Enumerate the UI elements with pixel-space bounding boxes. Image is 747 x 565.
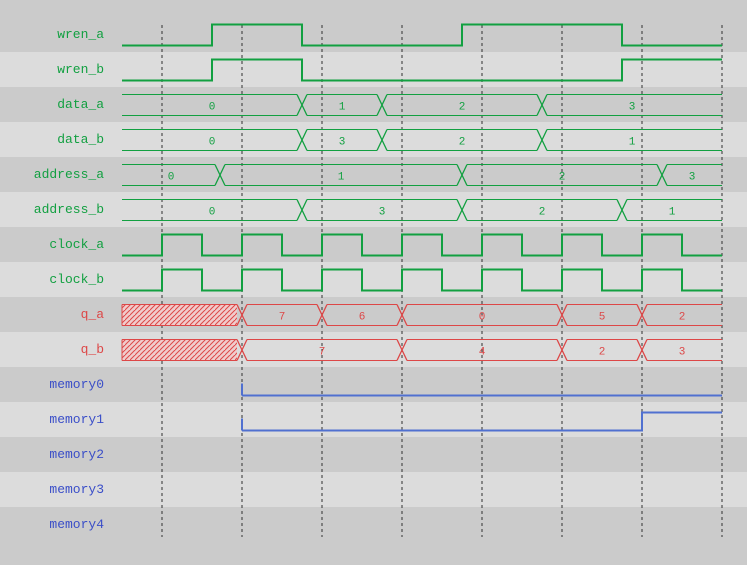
svg-text:1: 1 [339, 102, 346, 114]
svg-text:3: 3 [629, 102, 636, 114]
signal-row-memory4: memory4 [0, 507, 747, 542]
svg-text:0: 0 [209, 207, 216, 219]
wave-wren_a [122, 23, 722, 47]
svg-text:6: 6 [359, 312, 366, 324]
wave-q_a: 7 6 0 5 2 [121, 303, 722, 327]
signal-label-clock-a[interactable]: clock_a [49, 237, 104, 252]
svg-text:2: 2 [559, 172, 566, 184]
svg-text:3: 3 [339, 137, 346, 149]
wave-q_b: 7 4 2 3 [121, 338, 722, 362]
signal-label-wren-a[interactable]: wren_a [57, 27, 104, 42]
wave-memory0 [241, 383, 722, 397]
signal-label-q-b[interactable]: q_b [80, 342, 104, 357]
signal-label-data-a[interactable]: data_a [57, 97, 104, 112]
svg-text:0: 0 [209, 137, 216, 149]
svg-text:1: 1 [338, 172, 345, 184]
svg-text:7: 7 [319, 347, 326, 359]
wave-wren_b [122, 58, 722, 82]
svg-text:2: 2 [679, 312, 686, 324]
signal-label-memory3[interactable]: memory3 [49, 482, 104, 497]
signal-label-memory4[interactable]: memory4 [49, 517, 104, 532]
signal-label-clock-b[interactable]: clock_b [49, 272, 104, 287]
signal-label-address-b[interactable]: address_b [33, 202, 104, 217]
wave-clock_a [122, 233, 722, 257]
svg-text:1: 1 [669, 207, 676, 219]
signal-label-address-a[interactable]: address_a [33, 167, 104, 182]
svg-text:1: 1 [629, 137, 636, 149]
wave-address_a: 0 1 2 3 [122, 163, 722, 187]
signal-label-q-a[interactable]: q_a [80, 307, 104, 322]
svg-text:2: 2 [459, 102, 466, 114]
svg-text:4: 4 [479, 347, 486, 359]
svg-text:0: 0 [168, 172, 175, 184]
svg-text:2: 2 [599, 347, 606, 359]
signal-label-data-b[interactable]: data_b [57, 132, 104, 147]
svg-text:3: 3 [379, 207, 386, 219]
signal-label-memory0[interactable]: memory0 [49, 377, 104, 392]
svg-text:7: 7 [279, 312, 286, 324]
signal-label-memory1[interactable]: memory1 [49, 412, 104, 427]
signal-label-memory2[interactable]: memory2 [49, 447, 104, 462]
wave-clock_b [122, 268, 722, 292]
signal-row-memory2: memory2 [0, 437, 747, 472]
svg-text:0: 0 [209, 102, 216, 114]
wave-data_a: 0 1 2 3 [122, 93, 722, 117]
svg-text:2: 2 [459, 137, 466, 149]
svg-text:2: 2 [539, 207, 546, 219]
svg-text:3: 3 [689, 172, 696, 184]
signal-row-memory3: memory3 [0, 472, 747, 507]
wave-address_b: 0 3 2 1 [122, 198, 722, 222]
wave-memory1 [241, 411, 722, 432]
svg-text:3: 3 [679, 347, 686, 359]
wave-data_b: 0 3 2 1 [122, 128, 722, 152]
svg-text:5: 5 [599, 312, 606, 324]
signal-label-wren-b[interactable]: wren_b [57, 62, 104, 77]
svg-text:0: 0 [479, 312, 486, 324]
